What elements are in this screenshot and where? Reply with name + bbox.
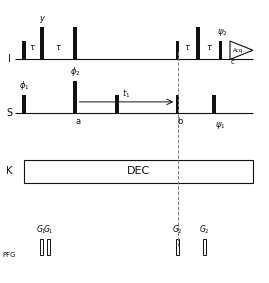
Text: $\tau$: $\tau$ xyxy=(184,43,191,52)
Text: y: y xyxy=(39,14,44,23)
Text: I: I xyxy=(8,54,11,65)
Text: $G_1$: $G_1$ xyxy=(43,224,54,236)
Bar xyxy=(40,239,44,255)
Text: c: c xyxy=(231,59,234,65)
Text: $\tau$: $\tau$ xyxy=(29,43,36,52)
Bar xyxy=(219,41,222,59)
Bar xyxy=(22,95,26,113)
Text: $\psi_2$: $\psi_2$ xyxy=(217,27,227,38)
Text: a: a xyxy=(76,117,81,127)
Text: DEC: DEC xyxy=(127,166,150,176)
Bar xyxy=(176,41,179,59)
Text: S: S xyxy=(6,108,12,118)
Text: $G_2$: $G_2$ xyxy=(172,224,183,236)
Text: PFG: PFG xyxy=(3,252,16,258)
Text: $G_1$: $G_1$ xyxy=(36,224,47,236)
Text: $t_1$: $t_1$ xyxy=(122,88,131,100)
Text: b: b xyxy=(177,117,182,127)
Bar xyxy=(196,27,200,59)
Bar xyxy=(73,81,77,113)
Bar xyxy=(22,41,26,59)
Text: $\phi_2$: $\phi_2$ xyxy=(70,65,81,78)
Text: $G_2$: $G_2$ xyxy=(199,224,210,236)
Bar xyxy=(73,27,77,59)
Bar xyxy=(203,239,206,255)
Text: $\tau$: $\tau$ xyxy=(206,43,213,52)
Bar xyxy=(47,239,50,255)
Bar xyxy=(212,95,216,113)
Bar xyxy=(176,239,179,255)
Text: $\tau$: $\tau$ xyxy=(55,43,62,52)
Bar xyxy=(176,95,179,113)
Text: K: K xyxy=(6,166,13,176)
Bar xyxy=(24,160,253,183)
Bar xyxy=(115,95,119,113)
Text: $\psi_1$: $\psi_1$ xyxy=(215,120,226,131)
Text: Acq.: Acq. xyxy=(233,48,245,53)
Bar xyxy=(40,27,44,59)
Text: $\phi_1$: $\phi_1$ xyxy=(19,79,30,92)
